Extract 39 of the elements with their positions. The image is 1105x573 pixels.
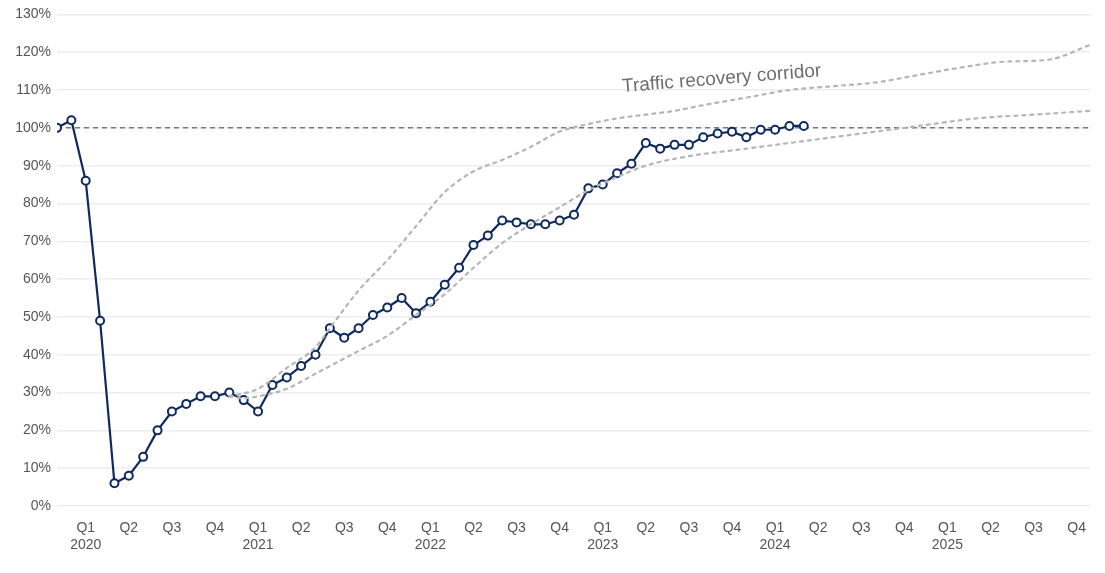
y-tick-label: 10% <box>22 459 51 476</box>
x-tick-label: Q4 <box>894 519 914 536</box>
y-tick-label: 60% <box>22 269 51 286</box>
x-tick-label: Q4 <box>550 519 570 536</box>
annotation: Traffic recovery corridor <box>621 59 823 97</box>
x-tick-label: Q3 <box>851 519 871 536</box>
x-tick-label: Q3 <box>679 519 699 536</box>
x-tick-label: Q4 <box>722 519 742 536</box>
x-tick-label: Q3 <box>507 519 527 536</box>
y-tick-label: 50% <box>22 307 51 324</box>
x-tick-label: Q4 <box>205 519 225 536</box>
x-tick-label: Q2 <box>119 519 139 536</box>
x-tick-label: Q3 <box>162 519 182 536</box>
y-tick-label: 20% <box>22 421 51 438</box>
y-tick-label: 30% <box>22 383 51 400</box>
x-tick-label: Q1 2022 <box>414 519 447 553</box>
x-tick-label: Q3 <box>334 519 354 536</box>
x-tick-label: Q2 <box>808 519 828 536</box>
y-tick-label: 120% <box>15 43 51 60</box>
x-tick-label: Q2 <box>291 519 311 536</box>
x-tick-label: Q1 2024 <box>759 519 791 553</box>
x-tick-label: Q1 2023 <box>587 519 619 553</box>
y-tick-label: 40% <box>22 345 51 362</box>
x-tick-label: Q1 2020 <box>70 519 102 553</box>
y-tick-label: 110% <box>16 80 51 97</box>
x-tick-label: Q2 <box>636 519 656 536</box>
x-tick-label: Q4 <box>1067 519 1087 536</box>
y-tick-label: 70% <box>22 232 51 249</box>
y-tick-label: 130% <box>15 5 51 22</box>
y-tick-label: 90% <box>22 156 51 173</box>
x-tick-label: Q2 <box>981 519 1001 536</box>
y-tick-label: 80% <box>22 194 51 211</box>
x-tick-label: Q3 <box>1024 519 1044 536</box>
x-tick-label: Q1 2025 <box>931 519 964 553</box>
y-tick-label: 0% <box>30 496 51 513</box>
x-tick-label: Q2 <box>464 519 484 536</box>
x-tick-label: Q1 2021 <box>242 519 274 553</box>
x-tick-label: Q4 <box>377 519 397 536</box>
y-tick-label: 100% <box>15 118 51 135</box>
